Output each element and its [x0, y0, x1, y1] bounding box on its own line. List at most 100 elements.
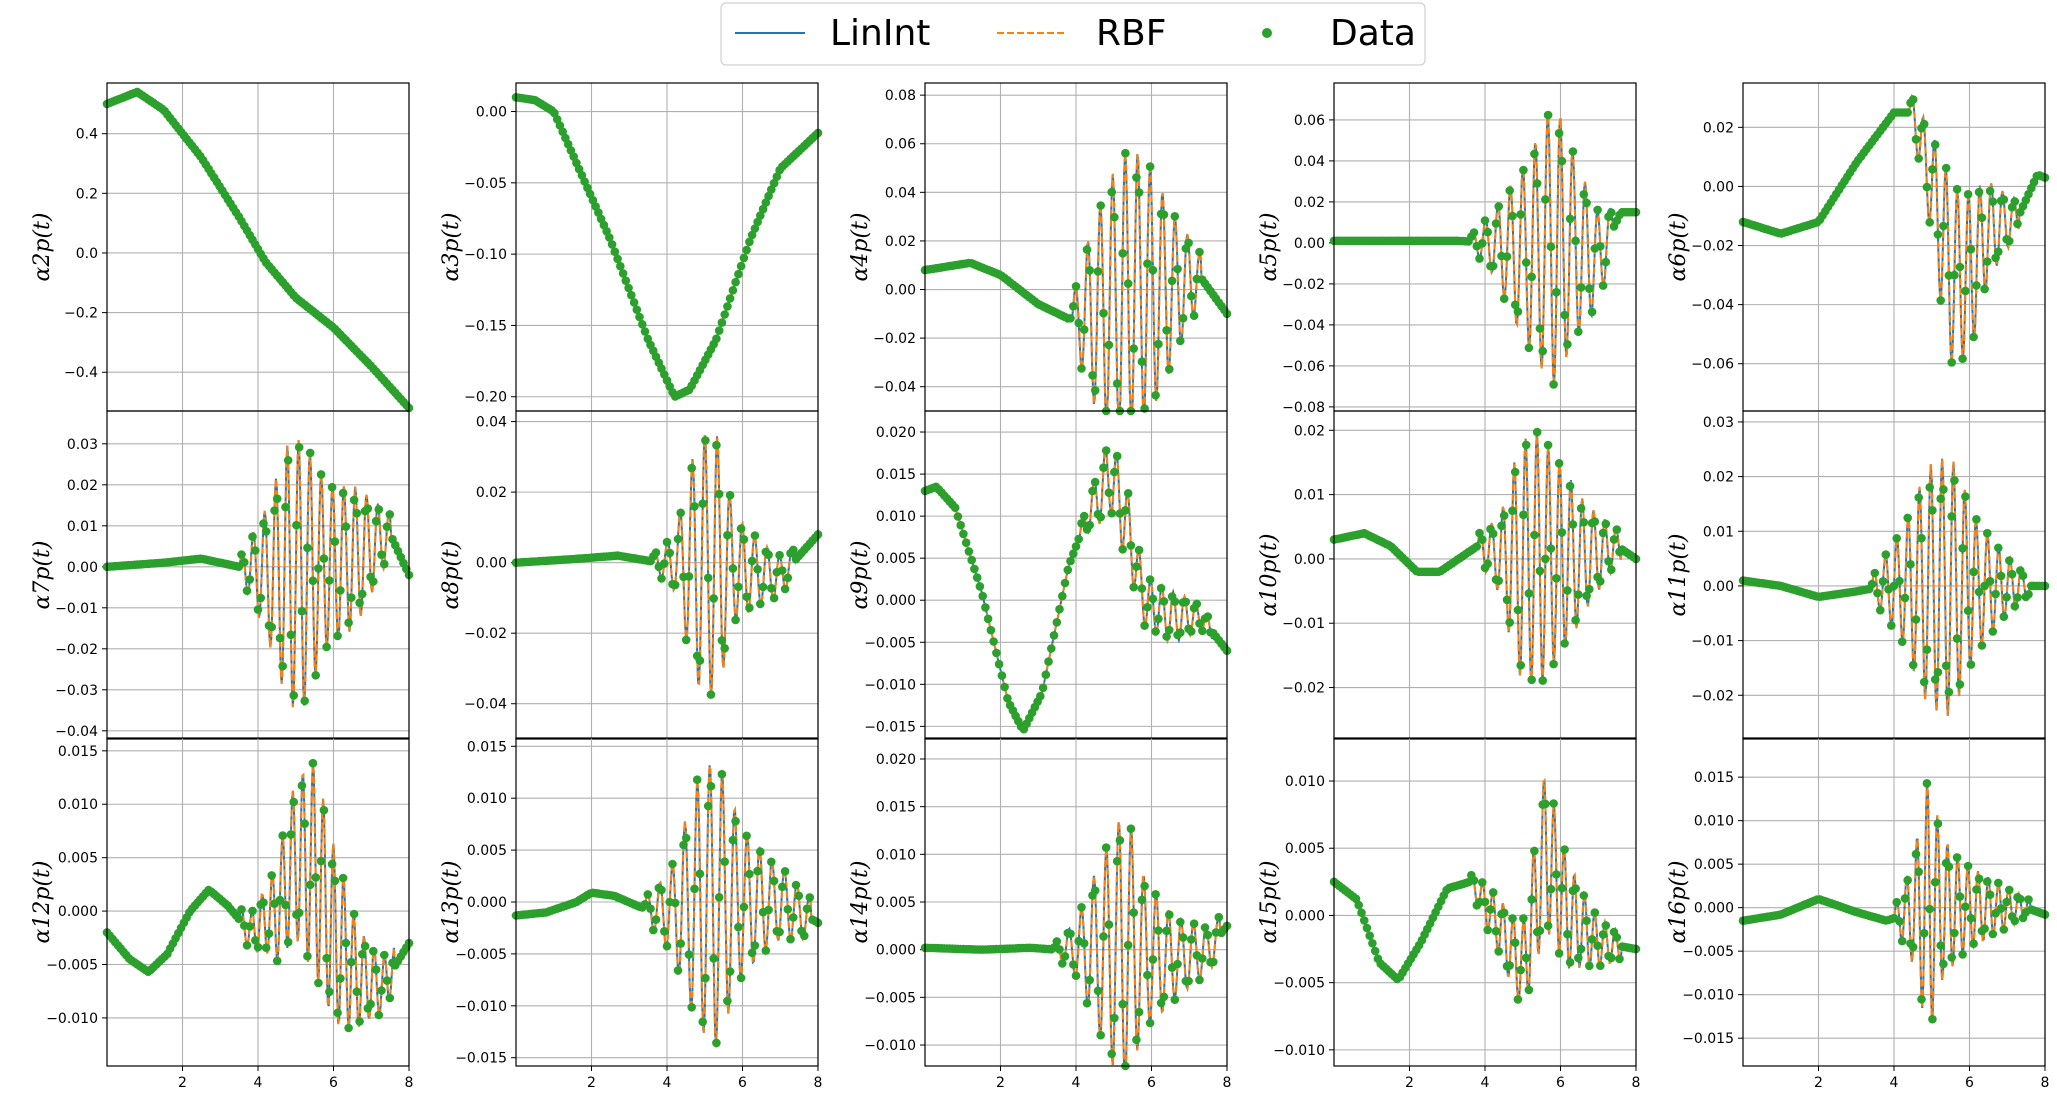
- data-point: [1058, 591, 1067, 601]
- data-point: [764, 550, 773, 560]
- y-tick-label: −0.010: [1682, 988, 1734, 1004]
- y-tick-label: −0.010: [864, 1038, 916, 1054]
- y-tick-label: −0.02: [1282, 277, 1325, 293]
- data-point: [297, 781, 307, 790]
- data-point: [341, 938, 351, 948]
- data-point: [1096, 201, 1105, 210]
- data-point: [1129, 344, 1138, 353]
- data-point: [352, 987, 362, 996]
- y-tick-label: −0.2: [64, 306, 98, 322]
- data-point: [1357, 908, 1366, 917]
- data-point: [1074, 318, 1083, 328]
- data-point: [369, 577, 378, 586]
- data-point: [734, 582, 743, 592]
- data-point: [794, 891, 804, 901]
- data-point: [1881, 550, 1891, 559]
- data-point: [728, 835, 738, 845]
- data-point: [1123, 489, 1133, 498]
- data-point: [791, 880, 801, 890]
- data-point: [294, 908, 304, 918]
- y-tick-label: −0.02: [873, 331, 916, 347]
- y-tick-label: −0.010: [864, 677, 916, 693]
- data-point: [1552, 574, 1561, 583]
- data-point: [1156, 583, 1166, 593]
- data-point: [2018, 571, 2028, 580]
- data-point: [1908, 95, 1918, 104]
- data-point: [1154, 926, 1163, 935]
- y-tick-label: 0.04: [476, 415, 507, 431]
- y-tick-label: 0.005: [1694, 857, 1734, 873]
- data-point: [1936, 494, 1945, 504]
- data-point: [1475, 254, 1484, 263]
- data-point: [1933, 667, 1943, 677]
- subplot-11: −0.02 −0.01 0.00 0.01 0.02 0.03 α11p(t): [1666, 410, 2050, 744]
- data-point: [1129, 908, 1138, 917]
- data-point: [1527, 675, 1536, 685]
- data-point: [352, 508, 362, 518]
- data-point: [1974, 587, 1984, 597]
- data-point: [330, 876, 340, 886]
- data-point: [1099, 308, 1108, 318]
- data-point: [1543, 440, 1553, 450]
- data-point: [1502, 252, 1512, 261]
- data-point: [1579, 518, 1589, 527]
- y-tick-label: 0.2: [76, 186, 98, 202]
- data-point: [1961, 902, 1970, 911]
- data-point: [2005, 885, 2014, 895]
- data-point: [1568, 147, 1578, 156]
- data-point: [319, 805, 329, 815]
- data-point: [1145, 1018, 1155, 1028]
- data-point: [1892, 534, 1901, 543]
- data-point: [286, 830, 296, 839]
- data-point: [283, 937, 293, 947]
- y-tick-label: 0.4: [76, 127, 98, 143]
- data-point: [1178, 313, 1188, 323]
- data-point: [1980, 924, 1989, 933]
- y-axis-label: α2p(t): [30, 213, 55, 282]
- data-point: [1601, 519, 1611, 529]
- data-point: [1952, 853, 1962, 862]
- data-point: [1524, 343, 1534, 353]
- data-point: [1524, 985, 1534, 995]
- data-point: [2002, 592, 2011, 602]
- data-point: [1930, 877, 1940, 887]
- data-point: [1530, 846, 1539, 856]
- data-point: [1365, 931, 1374, 940]
- y-axis-label: α16p(t): [1666, 861, 1691, 944]
- data-point: [967, 555, 976, 565]
- data-point: [256, 593, 266, 603]
- data-point: [322, 953, 331, 963]
- data-point: [1574, 953, 1583, 963]
- y-tick-label: 0.010: [58, 797, 98, 813]
- data-point: [1497, 521, 1506, 531]
- data-point: [1576, 283, 1586, 292]
- data-point: [2013, 219, 2022, 229]
- x-tick-label: 6: [1147, 1075, 1156, 1091]
- y-tick-label: 0.015: [58, 744, 98, 760]
- y-tick-label: −0.005: [864, 635, 916, 651]
- data-point: [1055, 604, 1064, 614]
- data-point: [978, 591, 987, 601]
- data-point: [1370, 946, 1380, 956]
- data-point: [1494, 947, 1503, 956]
- x-tick-label: 6: [738, 1075, 747, 1091]
- data-point: [681, 635, 691, 645]
- data-point: [1176, 917, 1185, 927]
- data-point: [234, 914, 244, 923]
- data-point: [613, 254, 622, 264]
- data-point: [1908, 660, 1918, 670]
- data-point: [1903, 108, 1912, 117]
- data-point: [1488, 529, 1498, 538]
- data-point: [1593, 941, 1602, 950]
- data-point: [720, 310, 729, 319]
- legend-rbf-label: RBF: [1096, 13, 1166, 54]
- data-point: [1104, 920, 1114, 929]
- data-point: [1906, 560, 1915, 569]
- data-point: [349, 909, 359, 919]
- data-point: [377, 550, 386, 559]
- data-point: [1085, 266, 1094, 275]
- data-point: [374, 505, 384, 514]
- data-point: [300, 819, 310, 828]
- data-point: [1516, 965, 1525, 975]
